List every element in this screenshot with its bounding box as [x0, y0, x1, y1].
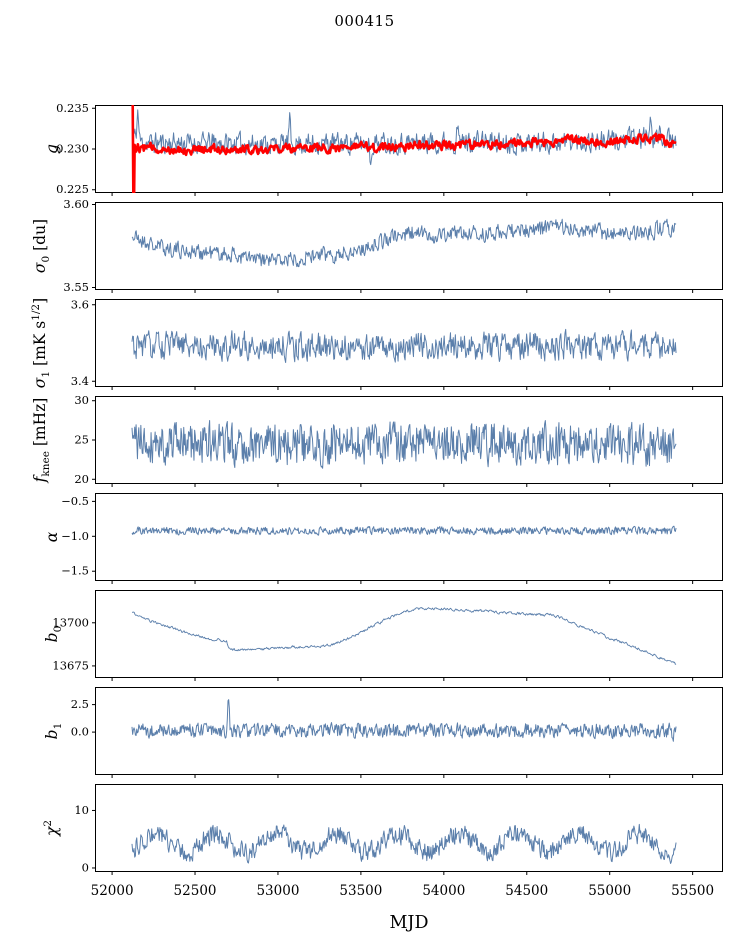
- y-axis-label-g: g: [43, 144, 61, 154]
- panel-chi2: 10 0 χ2: [42, 784, 723, 875]
- x-tick-label: 53000: [256, 883, 299, 899]
- x-axis-title: MJD: [390, 913, 429, 933]
- y-tick-label: 13700: [52, 615, 89, 629]
- y-tick-label: 30: [74, 393, 89, 407]
- series-sigma1-line: [131, 328, 677, 364]
- y-tick-label: 13675: [52, 658, 89, 672]
- y-axis-label-sigma0: σ0 [du]: [31, 219, 52, 273]
- y-axis-label-sigma1: σ1 [mK s1/2]: [30, 298, 52, 388]
- series-b1-line: [131, 699, 677, 742]
- x-axis-svg: 52000 52500 53000 53500 54000 54500 55000 55500…: [91, 883, 715, 933]
- title-area: 000415: [0, 0, 729, 105]
- y-tick-label: 3.55: [63, 280, 89, 294]
- y-axis-label-alpha: α: [43, 531, 61, 542]
- y-tick-label: 3.6: [71, 297, 89, 311]
- y-tick-label: 0.230: [56, 142, 89, 156]
- y-tick-label: −0.5: [61, 494, 89, 508]
- y-tick-label: 0: [82, 860, 89, 874]
- series-g-line: [131, 109, 677, 166]
- x-tick-label: 52500: [174, 883, 217, 899]
- y-axis-label-b0: b0: [43, 626, 64, 643]
- y-tick-label: 2.5: [71, 697, 89, 711]
- y-tick-label: 0.225: [56, 182, 89, 196]
- y-tick-label: 25: [74, 433, 89, 447]
- series-alpha-line: [131, 525, 677, 536]
- chart-title: 000415: [334, 12, 395, 30]
- y-axis-label-b1: b1: [43, 723, 64, 740]
- x-tick-label: 52000: [91, 883, 134, 899]
- x-axis: 52000 52500 53000 53500 54000 54500 55000 55500…: [0, 881, 729, 944]
- axes-frame: [95, 493, 723, 581]
- y-tick-label: 20: [74, 472, 89, 486]
- series-sigma0-line: [131, 218, 677, 268]
- y-tick-label: −1.0: [61, 529, 89, 543]
- y-tick-label: 0.235: [56, 101, 89, 115]
- y-tick-label: 3.60: [63, 197, 89, 211]
- axes-frame: [95, 299, 723, 387]
- series-chi2-line: [131, 823, 677, 864]
- y-tick-label: 0.0: [71, 725, 89, 739]
- panels: 0.235 0.230 0.225 g 3.60 3.55 σ0 [du] 3.6 3.4 σ1 …: [0, 101, 729, 881]
- axes-frame: [95, 590, 723, 678]
- series-b0-line: [131, 606, 677, 665]
- axes-frame: [95, 202, 723, 290]
- y-tick-label: 3.4: [71, 374, 89, 388]
- panel-alpha: −0.5 −1.0 −1.5 α: [43, 493, 723, 584]
- y-axis-label-chi2: χ2: [42, 820, 61, 837]
- x-tick-label: 53500: [339, 883, 382, 899]
- panel-g: 0.235 0.230 0.225 g: [43, 101, 723, 196]
- y-axis-label-fknee: fknee [mHz]: [31, 398, 52, 484]
- x-tick-label: 54000: [422, 883, 465, 899]
- panel-sigma1: 3.6 3.4 σ1 [mK s1/2]: [30, 297, 723, 390]
- panel-fknee: 30 25 20 fknee [mHz]: [31, 393, 723, 487]
- axes-frame: [95, 784, 723, 872]
- series-g-overlay: [131, 105, 677, 193]
- x-tick-label: 55000: [588, 883, 631, 899]
- y-tick-label: −1.5: [61, 564, 89, 578]
- x-tick-label: 54500: [505, 883, 548, 899]
- x-tick-label: 55500: [671, 883, 714, 899]
- axes-frame: [95, 687, 723, 775]
- panel-b0: 13700 13675 b0: [43, 590, 723, 681]
- panel-sigma0: 3.60 3.55 σ0 [du]: [31, 197, 723, 294]
- y-tick-label: 10: [74, 803, 89, 817]
- panel-b1: 2.5 0.0 b1: [43, 687, 723, 778]
- series-fknee-line: [131, 420, 677, 469]
